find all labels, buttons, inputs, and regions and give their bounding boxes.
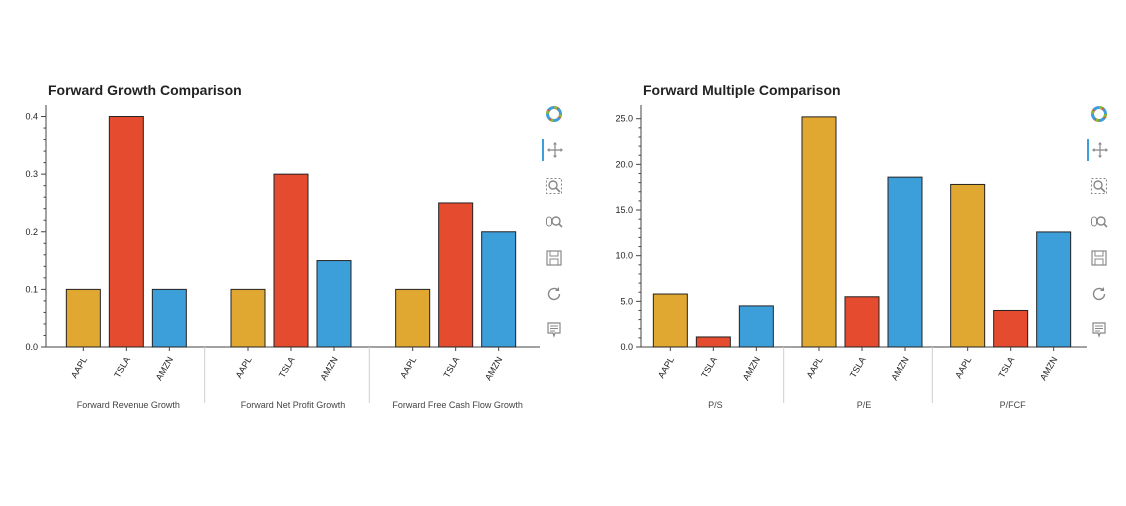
bar-tsla[interactable] xyxy=(438,202,474,348)
wheel-zoom-icon xyxy=(545,213,563,231)
bar-aapl[interactable] xyxy=(950,183,986,348)
y-tick-label: 10.0 xyxy=(615,251,633,261)
bar-aapl[interactable] xyxy=(230,288,266,348)
box-zoom-tool[interactable] xyxy=(543,175,565,197)
group-label: Forward Free Cash Flow Growth xyxy=(392,400,523,410)
bar-aapl[interactable] xyxy=(652,293,688,348)
bar-amzn[interactable] xyxy=(151,288,187,348)
reset-tool[interactable] xyxy=(1088,283,1110,305)
bar-amzn[interactable] xyxy=(316,260,352,348)
bokeh-logo-icon xyxy=(1090,105,1108,123)
bar-amzn[interactable] xyxy=(481,231,517,348)
pan-tool[interactable] xyxy=(542,139,566,161)
bokeh-logo-icon xyxy=(545,105,563,123)
category-label: AMZN xyxy=(889,355,910,382)
bokeh-logo-tool xyxy=(543,103,565,125)
y-tick-label: 0.3 xyxy=(25,169,38,179)
bar-amzn[interactable] xyxy=(887,176,923,348)
pan-icon xyxy=(546,141,564,159)
bar-tsla[interactable] xyxy=(108,116,144,348)
category-label: TSLA xyxy=(277,355,297,379)
bar-aapl[interactable] xyxy=(395,288,431,348)
group-label: Forward Net Profit Growth xyxy=(241,400,346,410)
y-tick-label: 15.0 xyxy=(615,205,633,215)
bar-aapl[interactable] xyxy=(65,288,101,348)
y-tick-label: 0.4 xyxy=(25,112,38,122)
bar-aapl[interactable] xyxy=(801,116,837,348)
category-label: TSLA xyxy=(441,355,461,379)
save-icon xyxy=(545,249,563,267)
reset-icon xyxy=(545,285,563,303)
pan-icon xyxy=(1091,141,1109,159)
group-label: P/E xyxy=(857,400,872,410)
bar-tsla[interactable] xyxy=(844,296,880,348)
reset-icon xyxy=(1090,285,1108,303)
y-tick-label: 5.0 xyxy=(620,296,633,306)
y-tick-label: 0.1 xyxy=(25,284,38,294)
y-tick-label: 25.0 xyxy=(615,114,633,124)
bar-amzn[interactable] xyxy=(1036,231,1072,348)
save-tool[interactable] xyxy=(543,247,565,269)
bar-amzn[interactable] xyxy=(738,305,774,348)
chart-forward-growth: Forward Growth Comparison 0.0 0.1 0.2 0.3 0.4… xyxy=(25,82,540,410)
chart-toolbar xyxy=(1087,103,1111,355)
y-tick-label: 0.0 xyxy=(25,342,38,352)
chart-title: Forward Multiple Comparison xyxy=(643,82,841,98)
chart-forward-multiple: Forward Multiple Comparison 0.0 5.0 10.0 15.… xyxy=(615,82,1087,410)
save-tool[interactable] xyxy=(1088,247,1110,269)
hover-icon xyxy=(1090,321,1108,339)
category-label: AMZN xyxy=(154,355,175,382)
group-label: P/S xyxy=(708,400,723,410)
bar-tsla[interactable] xyxy=(273,173,309,348)
chart-title: Forward Growth Comparison xyxy=(48,82,242,98)
box-zoom-icon xyxy=(1090,177,1108,195)
category-label: TSLA xyxy=(112,355,132,379)
hover-tool[interactable] xyxy=(1088,319,1110,341)
category-label: TSLA xyxy=(699,355,719,379)
category-label: AMZN xyxy=(318,355,339,382)
box-zoom-icon xyxy=(545,177,563,195)
category-label: AMZN xyxy=(741,355,762,382)
category-label: AAPL xyxy=(656,355,676,380)
category-label: AAPL xyxy=(234,355,254,380)
hover-icon xyxy=(545,321,563,339)
wheel-zoom-tool[interactable] xyxy=(543,211,565,233)
wheel-zoom-tool[interactable] xyxy=(1088,211,1110,233)
hover-tool[interactable] xyxy=(543,319,565,341)
bar-tsla[interactable] xyxy=(695,336,731,348)
category-label: AAPL xyxy=(953,355,973,380)
group-label: Forward Revenue Growth xyxy=(77,400,180,410)
wheel-zoom-icon xyxy=(1090,213,1108,231)
reset-tool[interactable] xyxy=(543,283,565,305)
category-label: AAPL xyxy=(805,355,825,380)
save-icon xyxy=(1090,249,1108,267)
category-label: TSLA xyxy=(996,355,1016,379)
category-label: AAPL xyxy=(69,355,89,380)
bokeh-logo-tool xyxy=(1088,103,1110,125)
group-label: P/FCF xyxy=(1000,400,1027,410)
category-label: TSLA xyxy=(848,355,868,379)
category-label: AAPL xyxy=(398,355,418,380)
category-label: AMZN xyxy=(1038,355,1059,382)
y-tick-label: 0.0 xyxy=(620,342,633,352)
y-tick-label: 0.2 xyxy=(25,227,38,237)
category-label: AMZN xyxy=(483,355,504,382)
chart-toolbar xyxy=(542,103,566,355)
box-zoom-tool[interactable] xyxy=(1088,175,1110,197)
y-tick-label: 20.0 xyxy=(615,159,633,169)
bar-tsla[interactable] xyxy=(993,309,1029,348)
pan-tool[interactable] xyxy=(1087,139,1111,161)
